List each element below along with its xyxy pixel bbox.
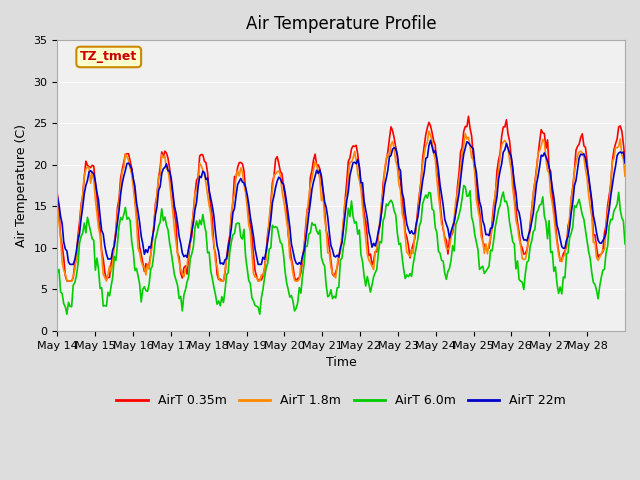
AirT 6.0m: [460, 182, 468, 188]
AirT 22m: [243, 192, 251, 197]
AirT 22m: [125, 160, 132, 166]
AirT 0.35m: [54, 192, 61, 197]
AirT 6.0m: [224, 270, 232, 276]
AirT 6.0m: [621, 241, 629, 247]
AirT 6.0m: [54, 270, 61, 276]
AirT 22m: [303, 225, 311, 231]
AirT 1.8m: [303, 208, 311, 214]
AirT 0.35m: [253, 274, 260, 279]
AirT 0.35m: [125, 151, 132, 156]
AirT 0.35m: [621, 156, 629, 162]
AirT 1.8m: [621, 173, 629, 179]
AirT 1.8m: [243, 204, 251, 209]
AirT 1.8m: [253, 275, 260, 280]
Line: AirT 1.8m: AirT 1.8m: [58, 131, 625, 281]
AirT 1.8m: [125, 157, 132, 163]
AirT 22m: [427, 137, 435, 143]
AirT 6.0m: [593, 288, 600, 293]
AirT 6.0m: [253, 303, 260, 309]
AirT 0.35m: [303, 206, 311, 212]
AirT 22m: [621, 160, 629, 166]
AirT 22m: [54, 193, 61, 199]
AirT 0.35m: [243, 197, 251, 203]
Text: TZ_tmet: TZ_tmet: [80, 50, 138, 63]
Line: AirT 22m: AirT 22m: [58, 140, 625, 264]
AirT 6.0m: [303, 243, 311, 249]
Y-axis label: Air Temperature (C): Air Temperature (C): [15, 124, 28, 247]
AirT 1.8m: [65, 278, 72, 284]
AirT 22m: [66, 262, 74, 267]
Line: AirT 6.0m: AirT 6.0m: [58, 185, 625, 314]
AirT 6.0m: [125, 215, 132, 220]
AirT 6.0m: [63, 312, 71, 317]
AirT 1.8m: [593, 254, 600, 260]
AirT 0.35m: [224, 242, 232, 248]
AirT 6.0m: [243, 265, 251, 271]
AirT 1.8m: [54, 203, 61, 209]
AirT 0.35m: [465, 113, 472, 119]
Legend: AirT 0.35m, AirT 1.8m, AirT 6.0m, AirT 22m: AirT 0.35m, AirT 1.8m, AirT 6.0m, AirT 2…: [111, 389, 571, 412]
AirT 22m: [593, 230, 600, 236]
AirT 22m: [224, 246, 232, 252]
Line: AirT 0.35m: AirT 0.35m: [58, 116, 625, 281]
AirT 0.35m: [65, 278, 72, 284]
AirT 1.8m: [425, 128, 433, 134]
Title: Air Temperature Profile: Air Temperature Profile: [246, 15, 436, 33]
X-axis label: Time: Time: [326, 356, 356, 369]
AirT 22m: [253, 254, 260, 260]
AirT 0.35m: [593, 244, 600, 250]
AirT 1.8m: [224, 253, 232, 259]
